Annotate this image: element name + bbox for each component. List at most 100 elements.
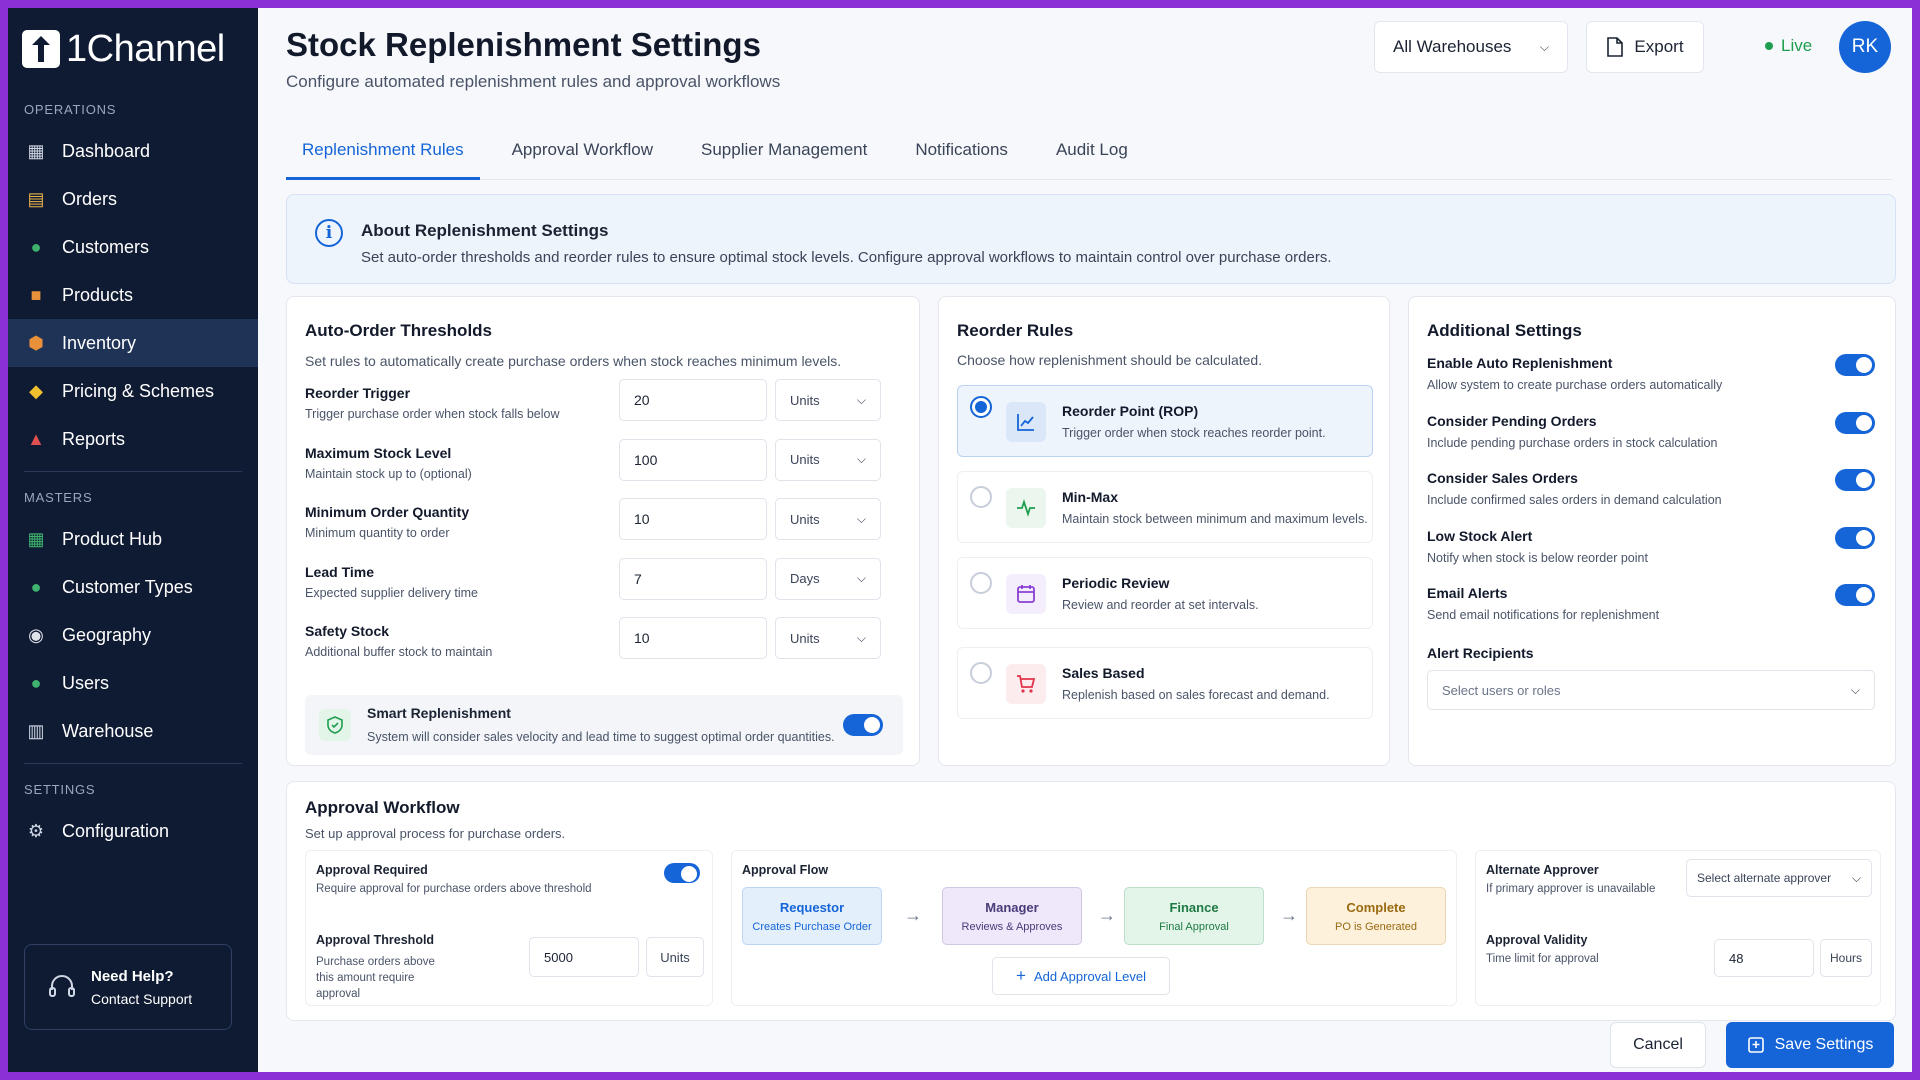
- sidebar-item-users[interactable]: ● Users: [8, 659, 258, 707]
- sidebar-item-orders[interactable]: ▤ Orders: [8, 175, 258, 223]
- sidebar-item-pricing-schemes[interactable]: ◆ Pricing & Schemes: [8, 367, 258, 415]
- approval-validity-unit[interactable]: Hours: [1820, 939, 1872, 977]
- approval-required-toggle[interactable]: [664, 863, 700, 883]
- tab-notifications[interactable]: Notifications: [915, 140, 1008, 159]
- sidebar-item-label: Orders: [62, 188, 118, 209]
- reorder-trigger-input[interactable]: 20: [619, 379, 767, 421]
- approval-threshold-unit[interactable]: Units: [646, 937, 704, 977]
- info-title: About Replenishment Settings: [361, 221, 609, 240]
- approval-settings: Approval Required Require approval for p…: [305, 850, 713, 1006]
- sidebar-item-customers[interactable]: ● Customers: [8, 223, 258, 271]
- low-stock-alert-toggle[interactable]: [1835, 526, 1875, 549]
- minimum-order-quantity-unit-select[interactable]: Units ⌵: [775, 498, 881, 540]
- sidebar-item-configuration[interactable]: ⚙ Configuration: [8, 807, 258, 855]
- add-approval-level-button[interactable]: + Add Approval Level: [992, 957, 1170, 995]
- alternate-approver-select[interactable]: Select alternate approver ⌵: [1686, 859, 1872, 897]
- approval-threshold-label: Approval Threshold: [316, 933, 435, 947]
- alternate-approver-label: Alternate Approver: [1486, 863, 1599, 877]
- sidebar-item-label: Customers: [62, 236, 150, 257]
- help-box[interactable]: Need Help? Contact Support: [24, 944, 232, 1030]
- lead-time-label: Lead Time: [305, 563, 374, 580]
- sidebar-item-reports[interactable]: ▲ Reports: [8, 415, 258, 463]
- maximum-stock-level-input[interactable]: 100: [619, 438, 767, 481]
- alert-recipients-select[interactable]: Select users or roles ⌵: [1427, 670, 1875, 710]
- flow-step-desc: Final Approval: [1159, 921, 1229, 933]
- location-pin-icon: ◉: [28, 624, 44, 645]
- lead-time-input[interactable]: 7: [619, 557, 767, 600]
- approval-validity-input[interactable]: 48: [1714, 939, 1814, 977]
- sidebar-item-warehouse[interactable]: ▥ Warehouse: [8, 707, 258, 755]
- cancel-button[interactable]: Cancel: [1610, 1022, 1706, 1068]
- warehouse-select[interactable]: All Warehouses ⌵: [1374, 21, 1568, 73]
- reorder-option-periodic-review[interactable]: Periodic Review Review and reorder at set…: [957, 557, 1373, 629]
- users-icon: ●: [30, 672, 42, 693]
- customer-types-icon: ●: [30, 576, 42, 597]
- reorder-option-desc: Trigger order when stock reaches reorder…: [1062, 426, 1326, 440]
- sidebar-nav: OPERATIONS ▦ Dashboard ▤ Orders ● Customers ■ Pr…: [8, 102, 258, 855]
- tab-audit-log[interactable]: Audit Log: [1055, 140, 1128, 159]
- consider-pending-orders-toggle[interactable]: [1835, 411, 1875, 434]
- consider-sales-orders-label: Consider Sales Orders: [1427, 470, 1578, 486]
- sidebar-item-products[interactable]: ■ Products: [8, 271, 258, 319]
- approval-flow-title: Approval Flow: [742, 863, 829, 877]
- tab-supplier-management[interactable]: Supplier Management: [701, 140, 868, 159]
- reorder-option-reorder-point-rop-[interactable]: Reorder Point (ROP) Trigger order when st…: [957, 385, 1373, 457]
- save-settings-button[interactable]: Save Settings: [1726, 1022, 1894, 1068]
- reorder-option-sales-based[interactable]: Sales Based Replenish based on sales fore…: [957, 647, 1373, 719]
- export-label: Export: [1634, 37, 1684, 56]
- reorder-option-min-max[interactable]: Min-Max Maintain stock between minimum an…: [957, 471, 1373, 543]
- safety-stock-unit-select[interactable]: Units ⌵: [775, 617, 881, 659]
- lead-time-unit-select[interactable]: Days ⌵: [775, 557, 881, 600]
- tab-bar: Replenishment Rules Approval Workflow Supp…: [286, 126, 1892, 180]
- main-content: Stock Replenishment Settings Configure a…: [258, 8, 1912, 1072]
- app-window: 1Channel OPERATIONS ▦ Dashboard ▤ Orders ● Cus…: [8, 8, 1912, 1072]
- sidebar-item-customer-types[interactable]: ● Customer Types: [8, 563, 258, 611]
- reorder-radio-reorder-point-rop-[interactable]: [970, 396, 992, 418]
- logo[interactable]: 1Channel: [8, 8, 258, 72]
- pulse-icon: [1006, 488, 1046, 528]
- flow-step-finance: Finance Final Approval: [1124, 887, 1264, 945]
- export-button[interactable]: Export: [1586, 21, 1704, 73]
- headset-icon: [49, 975, 75, 997]
- tab-replenishment-rules[interactable]: Replenishment Rules: [286, 126, 480, 180]
- chevron-down-icon: ⌵: [856, 511, 866, 526]
- sidebar-item-label: Reports: [62, 428, 126, 449]
- enable-auto-replenishment-label: Enable Auto Replenishment: [1427, 355, 1613, 371]
- flow-step-requestor: Requestor Creates Purchase Order: [742, 887, 882, 945]
- safety-stock-input[interactable]: 10: [619, 617, 767, 659]
- consider-sales-orders-toggle[interactable]: [1835, 469, 1875, 491]
- chevron-down-icon: ⌵: [1851, 870, 1861, 885]
- help-title: Need Help?: [91, 967, 174, 985]
- tab-approval-workflow[interactable]: Approval Workflow: [511, 140, 653, 159]
- maximum-stock-level-unit-select[interactable]: Units ⌵: [775, 438, 881, 481]
- thresholds-title: Auto-Order Thresholds: [305, 321, 493, 340]
- smart-replenishment-toggle[interactable]: [843, 714, 883, 736]
- page-title: Stock Replenishment Settings: [286, 26, 761, 63]
- flow-step-complete: Complete PO is Generated: [1306, 887, 1446, 945]
- product-hub-icon: ▦: [27, 528, 45, 549]
- sidebar-item-dashboard[interactable]: ▦ Dashboard: [8, 127, 258, 175]
- flow-step-manager: Manager Reviews & Approves: [942, 887, 1082, 945]
- logo-icon: [22, 30, 60, 68]
- sidebar-item-product-hub[interactable]: ▦ Product Hub: [8, 515, 258, 563]
- sidebar-item-inventory[interactable]: ⬢ Inventory: [8, 319, 258, 367]
- minimum-order-quantity-input[interactable]: 10: [619, 498, 767, 540]
- sidebar-item-geography[interactable]: ◉ Geography: [8, 611, 258, 659]
- info-icon: i: [315, 219, 343, 247]
- reorder-trigger-unit-select[interactable]: Units ⌵: [775, 379, 881, 421]
- approval-threshold-input[interactable]: 5000: [529, 937, 639, 977]
- reorder-radio-sales-based[interactable]: [970, 662, 992, 684]
- enable-auto-replenishment-toggle[interactable]: [1835, 354, 1875, 376]
- nav-divider: [24, 763, 242, 764]
- consider-sales-orders-desc: Include confirmed sales orders in demand…: [1427, 493, 1722, 507]
- minimum-order-quantity-help: Minimum quantity to order: [305, 526, 450, 540]
- approval-validity-desc: Time limit for approval: [1486, 953, 1599, 965]
- email-alerts-toggle[interactable]: [1835, 584, 1875, 606]
- reorder-radio-periodic-review[interactable]: [970, 572, 992, 594]
- sidebar-item-label: Inventory: [62, 332, 137, 353]
- avatar[interactable]: RK: [1839, 21, 1891, 73]
- thresholds-card: Auto-Order Thresholds Set rules to autom…: [286, 296, 920, 766]
- box-icon: ■: [30, 284, 42, 305]
- contact-support-link[interactable]: Contact Support: [91, 990, 193, 1007]
- reorder-radio-min-max[interactable]: [970, 486, 992, 508]
